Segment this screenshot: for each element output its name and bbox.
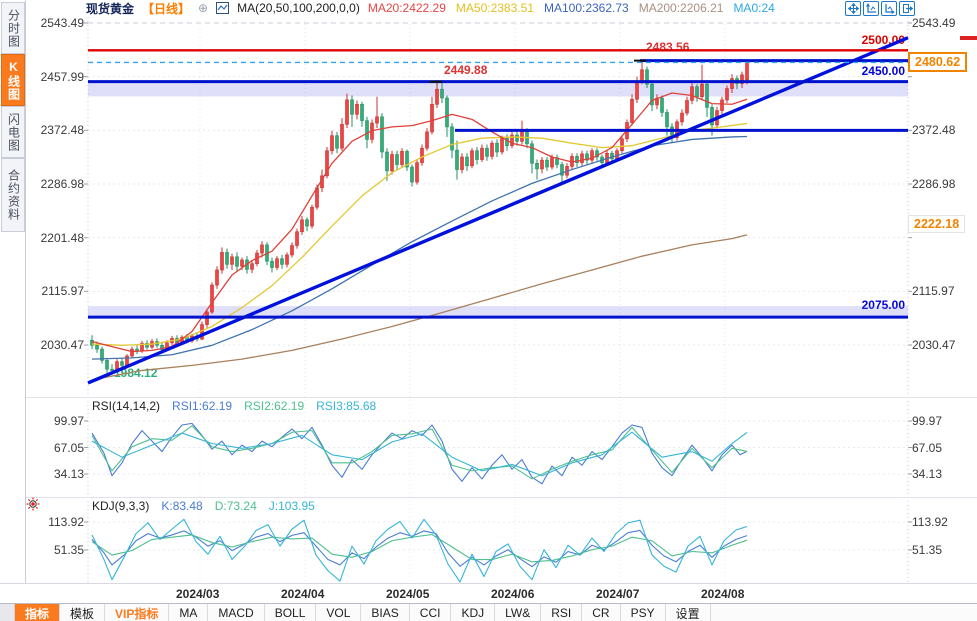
time-axis-label: 2024/03 [176,587,220,601]
toolbar-item-CR[interactable]: CR [582,604,621,621]
toolbar-stub [0,604,15,621]
indicator-value-label: D:73.24 [214,499,257,513]
indicator-tick-right: 99.97 [912,414,943,428]
indicator-value-label: RSI3:85.68 [316,399,377,413]
sidebar-tab-2[interactable]: K线图 [1,54,25,106]
time-axis-label: 2024/08 [701,587,745,601]
toolbar-item-RSI[interactable]: RSI [541,604,583,621]
pan-latest-icon[interactable] [899,1,915,16]
indicator-tick-left: 34.13 [53,467,84,481]
sidebar-tab-4[interactable]: 合约资料 [1,158,25,232]
price-tick-left: 2372.48 [40,123,84,138]
indicator-value-label: K:83.48 [161,499,203,513]
indicator-tick-left: 67.05 [53,440,84,455]
ma-chart-icon [216,2,230,14]
indicator-toolbar: 指标 模板 VIP指标 MA MACD BOLL VOL BIAS CCI KDJ LW& RSI CR… [0,603,977,621]
ma-value-label: MA0:24 [733,1,775,15]
ma-value-label: MA100:2362.73 [543,1,629,15]
toolbar-item-MACD[interactable]: MACD [208,604,265,621]
time-axis-label: 2024/05 [386,587,430,601]
indicator-tick-right: 67.05 [912,440,943,455]
price-tick-right: 2543.49 [912,16,956,30]
toolbar-item-VOL[interactable]: VOL [316,604,362,621]
period-tag: 【日线】 [142,1,191,16]
ma-value-label: MA20:2422.29 [367,1,446,15]
chart-toolbar-icons [845,1,915,16]
time-axis-label: 2024/07 [596,587,640,601]
toolbar-item-MA[interactable]: MA [169,604,209,621]
indicator-settings-icon[interactable] [26,497,40,511]
chart-header: 现货黄金 【日线】 ⊕ MA(20,50,100,200,0,0) MA20:2… [30,0,977,16]
price-tick-left: 2543.49 [40,16,84,30]
rsi-panel-header: RSI(14,14,2) RSI1:62.19 RSI2:62.19 RSI3:85… [92,399,376,413]
ma-formula: MA(20,50,100,200,0,0) [237,1,360,15]
price-tick-right: 2286.98 [912,177,956,191]
price-level-label: 2449.88 [444,63,488,77]
indicator-value-label: J:103.95 [268,499,315,513]
indicator-tick-right: 113.92 [912,515,948,529]
indicator-tick-right: 51.35 [912,543,943,557]
toolbar-item-VIP指标[interactable]: VIP指标 [105,604,170,621]
move-crosshair-icon[interactable] [845,1,861,16]
price-tick-right: 2115.97 [912,284,955,299]
indicator-tick-left: 113.92 [48,515,84,529]
price-tick-right: 2030.47 [912,338,956,353]
time-axis-label: 2024/04 [281,587,325,601]
toolbar-item-PSY[interactable]: PSY [621,604,666,621]
ma-value-label: MA50:2383.51 [455,1,534,15]
indicator-tick-right: 34.13 [912,467,943,481]
fit-y-axis-icon[interactable] [863,1,879,16]
price-tick-left: 2457.99 [40,69,84,84]
toolbar-item-设置[interactable]: 设置 [666,604,711,621]
toolbar-item-LW&[interactable]: LW& [495,604,542,621]
price-level-label: 2075.00 [861,298,905,312]
sidebar-tab-3[interactable]: 闪电图 [1,106,25,158]
price-tick-left: 2115.97 [41,284,85,299]
toolbar-item-BOLL[interactable]: BOLL [265,604,317,621]
price-tick-left: 2201.48 [40,230,84,245]
rsi-title: RSI(14,14,2) [92,399,161,413]
left-sidebar: 分时图 K线图 闪电图 合约资料 [0,0,26,583]
price-level-label: 2450.00 [861,64,905,78]
time-axis: 2024/03 2024/04 2024/05 2024/06 2024/07 2024/… [0,583,977,604]
toolbar-item-BIAS[interactable]: BIAS [361,604,410,621]
indicator-value-label: RSI1:62.19 [172,399,233,413]
toolbar-item-模板[interactable]: 模板 [60,604,106,621]
price-marker-box: 2222.18 [908,214,966,233]
price-tick-right: 2372.48 [912,123,956,138]
add-overlay-icon[interactable]: ⊕ [198,1,209,15]
kdj-panel-header: KDJ(9,3,3) K:83.48 D:73.24 J:103.95 [92,499,315,513]
ma-value-label: MA200:2206.21 [638,1,724,15]
fit-x-axis-icon[interactable] [881,1,897,16]
price-marker-box: 2480.62 [908,52,968,73]
ma-legend: MA20:2422.29 MA50:2383.51 MA100:2362.73 MA2… [368,1,775,15]
time-axis-label: 2024/06 [491,587,535,601]
toolbar-item-KDJ[interactable]: KDJ [451,604,496,621]
sidebar-tab-1[interactable]: 分时图 [1,2,25,54]
kdj-title: KDJ(9,3,3) [92,499,150,513]
indicator-tick-left: 99.97 [53,414,84,428]
price-tick-left: 2286.98 [40,177,84,191]
toolbar-item-指标[interactable]: 指标 [15,604,61,621]
indicator-tick-left: 51.35 [53,543,84,557]
symbol-title: 现货黄金 [86,1,135,16]
indicator-value-label: RSI2:62.19 [244,399,305,413]
toolbar-item-CCI[interactable]: CCI [410,604,452,621]
price-tick-left: 2030.47 [40,338,84,353]
